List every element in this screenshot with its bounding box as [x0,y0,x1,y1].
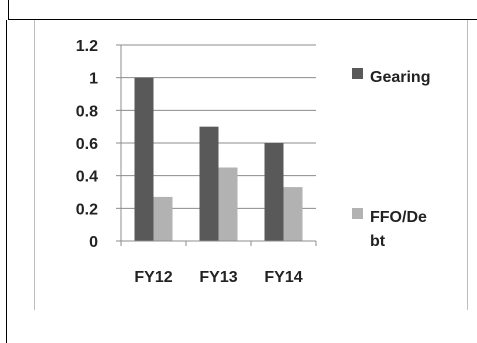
left-border [6,20,7,343]
bar-gearing-fy14 [264,143,284,241]
y-axis-ticks: 0 0.2 0.4 0.6 0.8 1 1.2 [76,38,122,251]
y-tick-label: 0.6 [76,136,98,153]
bar-ffo-debt-fy14 [283,187,303,241]
y-tick-label: 0.4 [76,169,98,186]
y-tick-label: 0.2 [76,201,98,218]
legend-swatch [352,208,363,219]
chart-area [34,20,468,310]
bar-ffo-debt-fy13 [218,167,238,241]
x-axis [120,240,317,246]
legend: Gearing FFO/De bt [352,68,430,250]
bar-gearing-fy13 [199,126,219,241]
legend-label: bt [370,233,386,250]
bar-ffo-debt-fy12 [153,196,173,241]
x-tick-label: FY12 [134,269,172,286]
bars [134,77,303,242]
legend-label: FFO/De [370,209,427,226]
legend-swatch [352,68,363,79]
x-tick-label: FY14 [264,269,302,286]
top-frame [8,0,477,20]
y-tick-label: 1.2 [76,38,98,55]
legend-label: Gearing [370,69,430,86]
y-tick-label: 0 [89,234,98,251]
y-tick-label: 0.8 [76,103,98,120]
bar-gearing-fy12 [134,77,154,242]
x-axis-ticks: FY12 FY13 FY14 [134,269,302,286]
x-tick-label: FY13 [199,269,237,286]
y-tick-label: 1 [89,71,98,88]
